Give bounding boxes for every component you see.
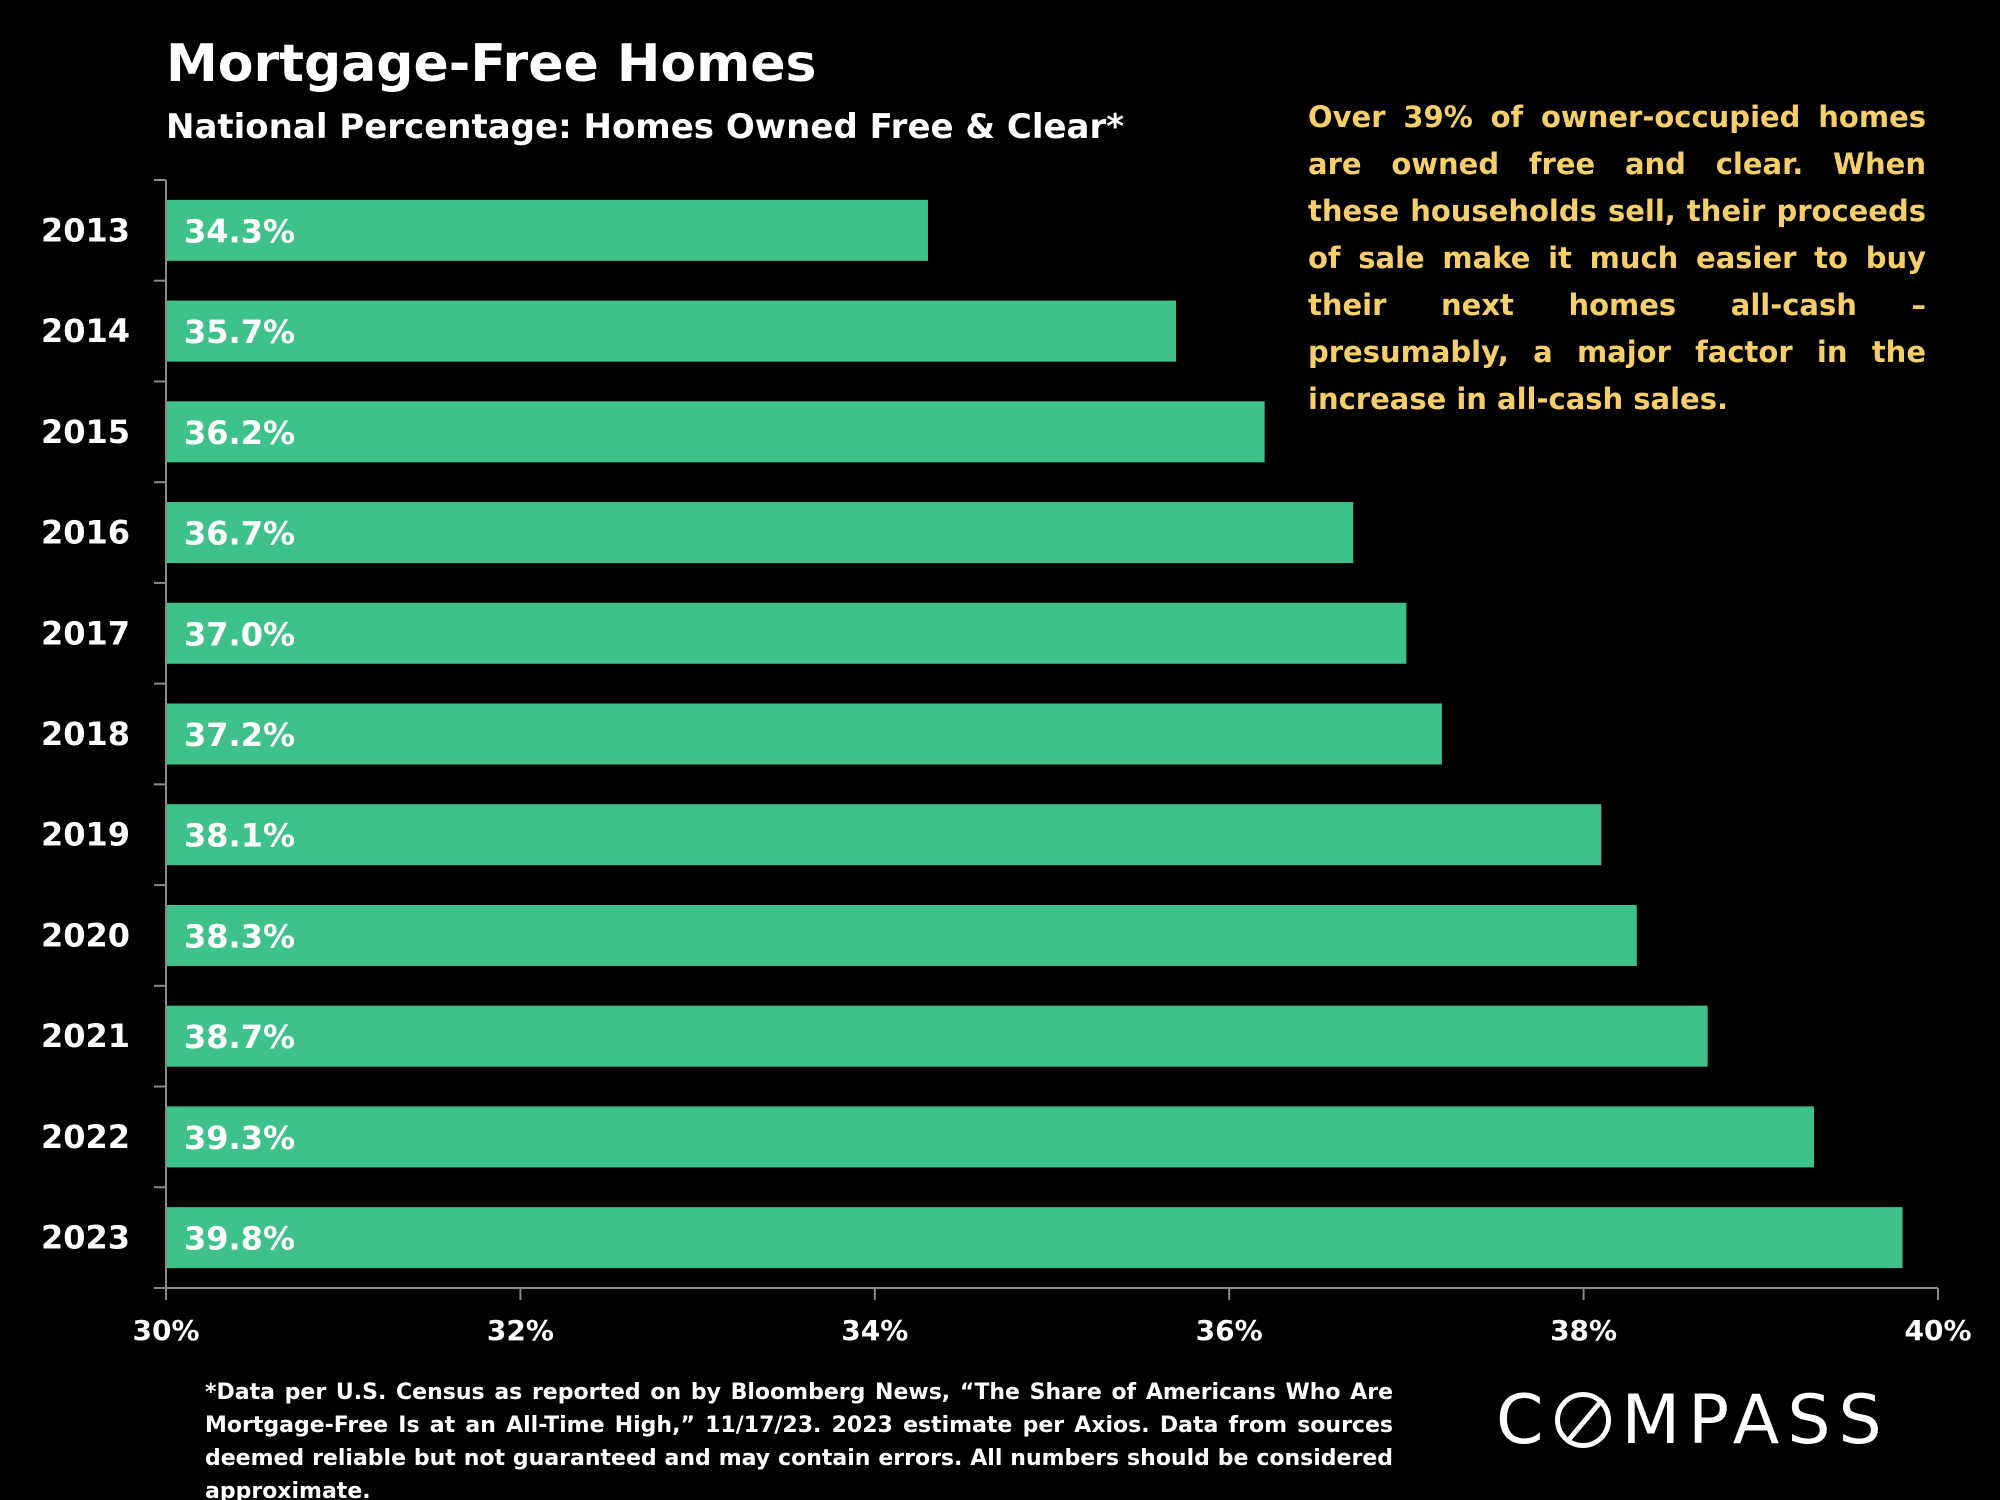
category-label-2021: 2021 bbox=[41, 1017, 130, 1055]
bar-2016 bbox=[166, 502, 1354, 564]
bar-2017 bbox=[166, 602, 1407, 664]
x-tick-label-30: 30% bbox=[132, 1314, 199, 1347]
category-label-2023: 2023 bbox=[41, 1219, 130, 1257]
logo-letters-mpass: MPASS bbox=[1621, 1380, 1890, 1460]
x-tick-label-36: 36% bbox=[1196, 1314, 1263, 1347]
bar-2022 bbox=[166, 1106, 1814, 1168]
logo-letter-c: C bbox=[1496, 1380, 1552, 1460]
data-label-2023: 39.8% bbox=[184, 1220, 295, 1258]
x-tick-label-38: 38% bbox=[1550, 1314, 1617, 1347]
data-label-2022: 39.3% bbox=[184, 1119, 295, 1157]
footnote: *Data per U.S. Census as reported on by … bbox=[205, 1380, 1393, 1500]
bar-2015 bbox=[166, 401, 1265, 463]
data-label-2018: 37.2% bbox=[184, 716, 295, 754]
data-label-2016: 36.7% bbox=[184, 515, 295, 553]
category-label-2020: 2020 bbox=[41, 916, 130, 954]
category-label-2013: 2013 bbox=[41, 211, 130, 249]
data-label-2015: 36.2% bbox=[184, 414, 295, 452]
data-label-2019: 38.1% bbox=[184, 817, 295, 855]
bar-2023 bbox=[166, 1207, 1903, 1269]
axes-group: 2013 2014 2015 2016 2017 2018 2019 2020 2021 2022… bbox=[41, 179, 1972, 1347]
data-label-2021: 38.7% bbox=[184, 1018, 295, 1056]
chart-title: Mortgage-Free Homes bbox=[166, 34, 817, 94]
category-label-2019: 2019 bbox=[41, 816, 130, 854]
category-label-2017: 2017 bbox=[41, 614, 130, 652]
bar-2019 bbox=[166, 804, 1602, 866]
data-label-2017: 37.0% bbox=[184, 615, 295, 653]
bar-2020 bbox=[166, 904, 1637, 966]
bars-group: 34.3% 35.7% 36.2% 36.7% 37.0% 37.2% 38.1% 38.3%… bbox=[166, 199, 1903, 1269]
chart-subtitle: National Percentage: Homes Owned Free & … bbox=[166, 107, 1125, 147]
x-tick-label-40: 40% bbox=[1904, 1314, 1971, 1347]
bar-2021 bbox=[166, 1005, 1708, 1067]
category-label-2018: 2018 bbox=[41, 715, 130, 753]
compass-logo: C MPASS bbox=[1496, 1380, 1926, 1460]
category-label-2014: 2014 bbox=[41, 312, 130, 350]
data-label-2020: 38.3% bbox=[184, 917, 295, 955]
bar-2013 bbox=[166, 199, 928, 261]
x-tick-label-32: 32% bbox=[487, 1314, 554, 1347]
callout-text: Over 39% of owner-occupied homes are own… bbox=[1308, 100, 1926, 416]
category-label-2016: 2016 bbox=[41, 514, 130, 552]
category-label-2022: 2022 bbox=[41, 1118, 130, 1156]
logo-compass-o-icon bbox=[1555, 1392, 1612, 1448]
bar-2014 bbox=[166, 300, 1177, 362]
data-label-2014: 35.7% bbox=[184, 313, 295, 351]
x-tick-label-34: 34% bbox=[841, 1314, 908, 1347]
bar-2018 bbox=[166, 703, 1442, 765]
data-label-2013: 34.3% bbox=[184, 212, 295, 250]
category-label-2015: 2015 bbox=[41, 413, 130, 451]
